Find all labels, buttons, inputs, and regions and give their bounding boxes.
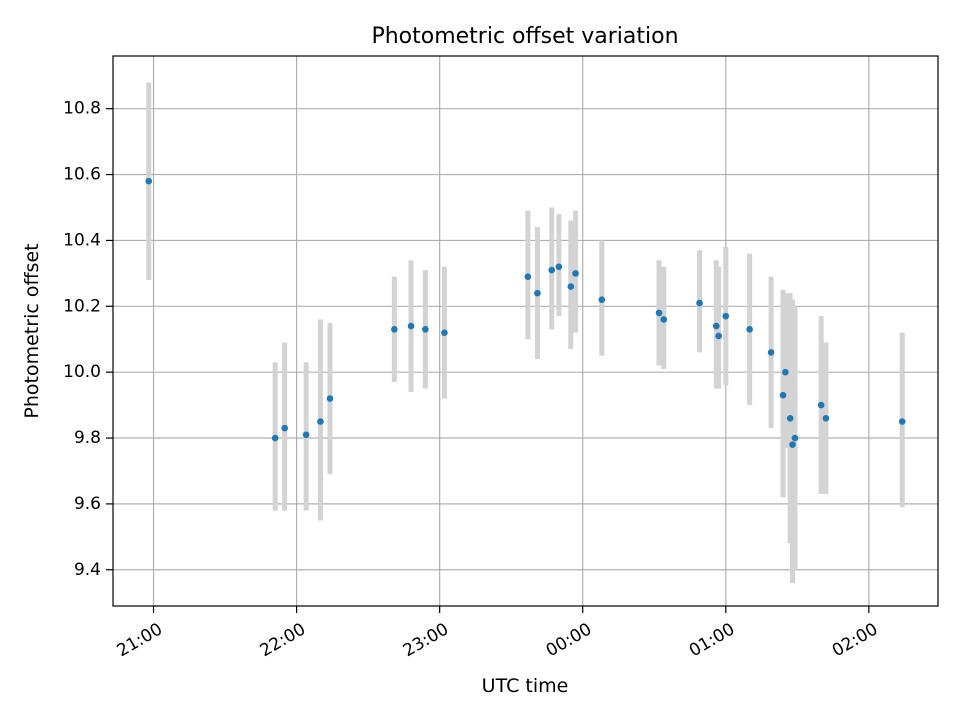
data-point [555,263,563,271]
x-axis-label: UTC time [482,675,569,697]
data-point [782,368,789,376]
data-point [572,270,579,277]
data-point [767,349,775,356]
plot-frame [112,55,939,607]
y-tick-label: 10.2 [63,296,101,316]
data-point [441,329,448,336]
y-axis: 9.4 9.6 9.8 10.0 10.2 10.4 10.6 10.8 [63,99,113,580]
data-point [789,441,796,448]
data-point [712,322,720,330]
data-point [567,283,575,290]
data-point [422,326,429,333]
data-point [715,332,722,340]
data-point [281,424,288,432]
y-tick-label: 10.4 [63,230,101,250]
data-point [779,391,787,399]
data-point [822,414,830,422]
data-point [534,289,541,297]
data-point [598,296,606,304]
y-tick-label: 10.8 [63,99,101,119]
data-point [271,434,279,442]
y-tick-label: 9.8 [74,428,101,448]
y-tick-label: 9.4 [74,560,101,580]
data-point [898,418,906,425]
data-point [548,266,556,274]
y-tick-label: 10.6 [63,165,101,185]
data-point [524,273,532,280]
data-point [786,414,794,422]
data-point [746,326,753,333]
data-point [326,395,334,402]
y-axis-label: Photometric offset [21,243,43,418]
y-tick-label: 9.6 [74,494,101,514]
data-point [696,299,703,307]
data-points [145,177,906,448]
data-point [722,312,730,320]
y-tick-label: 10.0 [63,362,101,382]
data-point [655,309,663,317]
data-point [391,326,398,333]
data-point [817,401,825,409]
data-point [660,316,668,323]
data-point [302,431,310,439]
data-point [317,418,324,425]
data-point [145,177,153,185]
data-point [791,434,799,442]
chart-title: Photometric offset variation [371,24,678,49]
data-point [407,322,415,330]
